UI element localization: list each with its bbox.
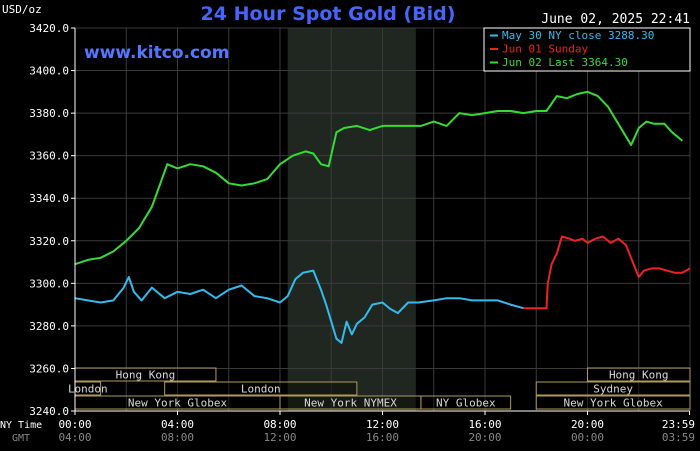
chart-title: 24 Hour Spot Gold (Bid) xyxy=(201,3,456,25)
session-box xyxy=(420,395,512,410)
y-tick-label: 3260.0 xyxy=(29,362,69,375)
session-box xyxy=(535,395,691,410)
y-tick-label: 3360.0 xyxy=(29,150,69,163)
y-tick-label: 3380.0 xyxy=(29,107,69,120)
y-axis: 3240.0 3260.0 3280.0 3300.0 3320.0 3340.0 3360… xyxy=(29,22,76,418)
x-tick-label-gmt: 16:00 xyxy=(366,431,399,444)
price-series xyxy=(74,90,691,344)
x-tick-label-ny: 20:00 xyxy=(571,418,604,431)
series-line-0 xyxy=(74,269,524,344)
x-tick-label-ny: 08:00 xyxy=(263,418,296,431)
x-axis: 00:0004:0004:0008:0008:0012:0012:0016:00… xyxy=(58,410,695,444)
session-label: London xyxy=(241,383,281,396)
series-line-1 xyxy=(523,235,691,310)
watermark: www.kitco.com xyxy=(84,43,229,63)
x-tick-label-ny: 12:00 xyxy=(366,418,399,431)
x-tick-label-ny: 00:00 xyxy=(58,418,91,431)
x-tick-label-ny: 23:59 xyxy=(662,418,695,431)
x-tick-label-gmt: 12:00 xyxy=(263,431,296,444)
legend-entry: May 30 NY close 3288.30 xyxy=(502,29,654,42)
y-tick-label: 3280.0 xyxy=(29,320,69,333)
x-tick-label-ny: 04:00 xyxy=(161,418,194,431)
x-tick-label-gmt: 03:59 xyxy=(662,431,695,444)
y-tick-label: 3400.0 xyxy=(29,65,69,78)
session-label: Sydney xyxy=(593,383,633,396)
session-label: New York Globex xyxy=(128,397,228,410)
session-box xyxy=(164,381,358,396)
x-tick-label-gmt: 08:00 xyxy=(161,431,194,444)
session-label: New York NYMEX xyxy=(304,397,397,410)
y-tick-label: 3420.0 xyxy=(29,22,69,35)
y-tick-label: 3340.0 xyxy=(29,192,69,205)
x-tick-label-gmt: 04:00 xyxy=(58,431,91,444)
session-label: London xyxy=(68,383,108,396)
x-row-label-ny: NY Time xyxy=(0,420,42,431)
x-tick-label-gmt: 20:00 xyxy=(468,431,501,444)
x-tick-label-ny: 16:00 xyxy=(468,418,501,431)
y-tick-label: 3240.0 xyxy=(29,405,69,418)
unit-label: USD/oz xyxy=(2,3,42,16)
session-label: NY Globex xyxy=(436,397,496,410)
y-tick-label: 3300.0 xyxy=(29,277,69,290)
y-tick-label: 3320.0 xyxy=(29,235,69,248)
session-label: Hong Kong xyxy=(609,369,669,382)
x-row-label-gmt: GMT xyxy=(12,433,30,444)
session-box xyxy=(587,367,691,382)
legend-box xyxy=(483,27,691,72)
nymex-session-highlight xyxy=(287,28,416,411)
session-box xyxy=(535,381,691,396)
x-tick-label-gmt: 00:00 xyxy=(571,431,604,444)
date-label: June 02, 2025 22:41 xyxy=(541,12,690,27)
session-label: Hong Kong xyxy=(116,369,176,382)
series-line-2 xyxy=(74,90,683,266)
legend-entry: Jun 01 Sunday xyxy=(502,43,588,56)
session-label: New York Globex xyxy=(563,397,663,410)
legend-entry: Jun 02 Last 3364.30 xyxy=(502,56,628,69)
